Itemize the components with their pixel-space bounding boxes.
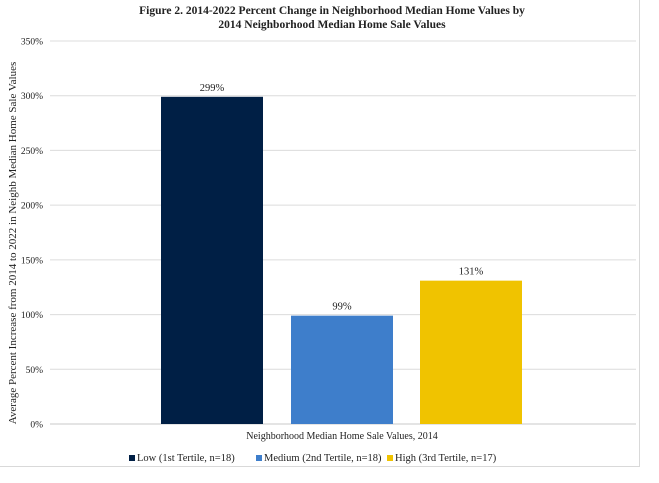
y-tick-label: 0% bbox=[30, 421, 43, 431]
y-axis-label: Average Percent Increase from 2014 to 20… bbox=[7, 62, 19, 424]
y-tick-label: 200% bbox=[21, 202, 43, 212]
bar-1 bbox=[291, 315, 393, 424]
bar-2 bbox=[420, 280, 522, 424]
y-tick-label: 300% bbox=[21, 92, 43, 102]
chart-title-line1: Figure 2. 2014-2022 Percent Change in Ne… bbox=[139, 5, 525, 17]
chart-title-line2: 2014 Neighborhood Median Home Sale Value… bbox=[218, 19, 446, 31]
y-tick-label: 100% bbox=[21, 311, 43, 321]
data-label: 299% bbox=[200, 83, 225, 94]
legend-swatch bbox=[387, 455, 393, 461]
bar-0 bbox=[161, 96, 263, 425]
y-tick-label: 350% bbox=[21, 38, 43, 48]
data-label: 99% bbox=[332, 302, 352, 313]
legend-entry: High (3rd Tertile, n=17) bbox=[395, 453, 497, 464]
legend-entry: Low (1st Tertile, n=18) bbox=[137, 453, 235, 464]
chart-frame bbox=[0, 0, 640, 467]
x-axis-label: Neighborhood Median Home Sale Values, 20… bbox=[246, 431, 437, 442]
y-tick-label: 50% bbox=[26, 366, 44, 376]
y-tick-label: 250% bbox=[21, 147, 43, 157]
y-tick-label: 150% bbox=[21, 256, 43, 266]
data-label: 131% bbox=[459, 267, 484, 278]
legend-entry: Medium (2nd Tertile, n=18) bbox=[264, 453, 382, 464]
legend-swatch bbox=[129, 455, 135, 461]
legend-swatch bbox=[256, 455, 262, 461]
